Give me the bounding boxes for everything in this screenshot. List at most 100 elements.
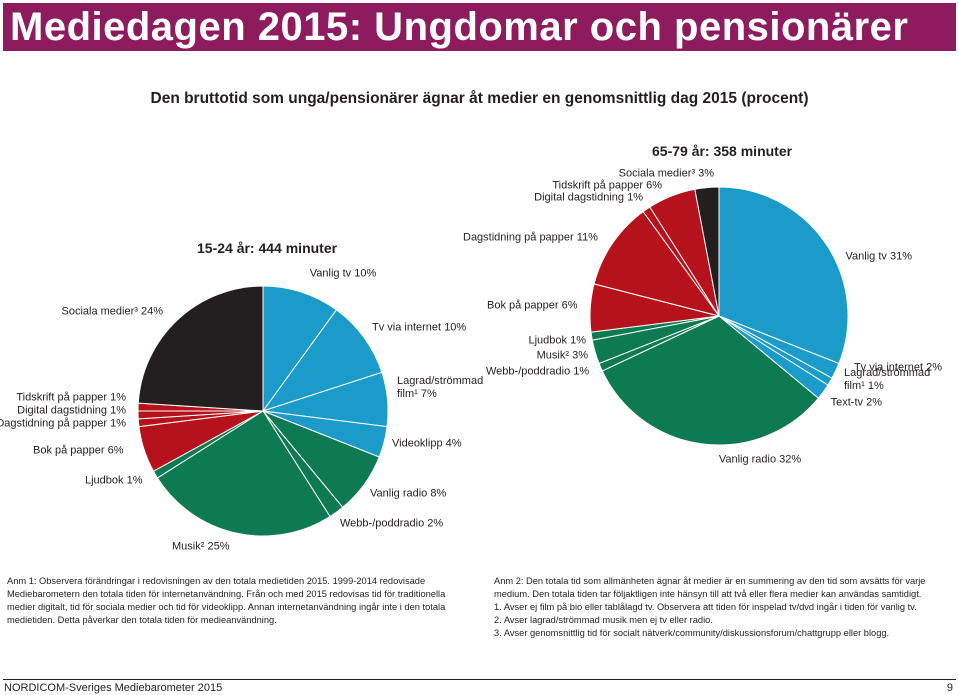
- slice-label: Vanlig radio 32%: [719, 454, 801, 467]
- slice-label: Vanlig tv 31%: [846, 251, 912, 264]
- slice-value: 6%: [646, 179, 662, 192]
- pie-slice: [262, 285, 338, 413]
- note-text: 2. Avser lagrad/strömmad musik men ej tv…: [494, 615, 713, 625]
- slice-label: Dagstidning på papper 11%: [463, 232, 598, 245]
- slice-label: Lagrad/strömmad film¹ 1%: [844, 367, 930, 393]
- footer-line: [3, 679, 956, 680]
- slice-category: Dagstidning på papper: [0, 417, 108, 430]
- pie-slice: [601, 315, 820, 446]
- footer-source: NORDICOM-Sveriges Mediebarometer 2015: [4, 682, 223, 694]
- slice-category: Bok på papper: [33, 444, 105, 457]
- slice-label: Sociala medier³ 24%: [61, 306, 163, 319]
- slice-value: 6%: [107, 444, 124, 457]
- slice-category: Digital dagstidning: [534, 191, 625, 204]
- slice-value: 6%: [561, 299, 578, 312]
- slice-value: 3%: [572, 349, 588, 362]
- pie-slice: [694, 186, 720, 317]
- slice-label: Tv via internet 2%: [854, 362, 942, 375]
- slice-category: Tv via internet: [372, 321, 442, 334]
- slice-value: 32%: [779, 453, 802, 466]
- slice-category: Musik²: [536, 349, 570, 362]
- slice-value: 10%: [444, 321, 467, 334]
- slice-category: Tidskrift på papper: [16, 391, 108, 404]
- pie-slice: [718, 186, 849, 365]
- slice-value: 24%: [140, 305, 163, 318]
- slice-category: Vanlig radio: [718, 453, 777, 466]
- slice-label: Vanlig tv 10%: [310, 268, 376, 281]
- slice-value: 1%: [110, 417, 126, 430]
- slice-value: 4%: [445, 437, 462, 450]
- slice-category: Vanlig tv: [309, 267, 352, 280]
- note-text: Anm 1: Observera förändringar i redovisn…: [7, 576, 446, 625]
- slice-label: Tidskrift på papper 6%: [552, 180, 662, 193]
- note-text: Anm 2: Den totala tid som allmänheten äg…: [494, 576, 926, 599]
- slice-value: 2%: [926, 361, 942, 374]
- slice-category: Lagrad/strömmad film¹: [397, 375, 484, 400]
- slice-value: 10%: [354, 267, 377, 280]
- slice-label: Tidskrift på papper 1%: [16, 392, 126, 405]
- slice-category: Webb-/poddradio: [340, 517, 425, 530]
- slice-category: Digital dagstidning: [17, 404, 108, 417]
- slice-label: Ljudbok 1%: [528, 335, 586, 348]
- note-text: 3. Avser genomsnittlig tid för socialt n…: [494, 628, 890, 638]
- slice-label: Webb-/poddradio 2%: [340, 518, 443, 531]
- pie-title: 15-24 år: 444 minuter: [197, 240, 338, 256]
- slice-value: 3%: [698, 167, 714, 180]
- slice-label: Videoklipp 4%: [392, 438, 462, 451]
- pie-slice: [261, 309, 383, 412]
- slice-value: 1%: [627, 191, 643, 204]
- slice-category: Ljudbok: [528, 334, 568, 347]
- note-right: Anm 2: Den totala tid som allmänheten äg…: [494, 575, 934, 640]
- slice-value: 1%: [573, 365, 590, 378]
- slice-label: Sociala medier³ 3%: [619, 168, 714, 181]
- slice-category: Tidskrift på papper: [552, 179, 644, 192]
- slice-value: 1%: [126, 474, 143, 487]
- slice-category: Webb-/poddradio: [486, 365, 571, 378]
- pie-slice: [156, 410, 331, 537]
- note-text: 1. Avser ej film på bio eller tablålagd …: [494, 602, 917, 612]
- page-title: Mediedagen 2015: Ungdomar och pensionäre…: [10, 5, 909, 49]
- page-number: 9: [946, 682, 953, 694]
- slice-category: Sociala medier³: [61, 305, 138, 318]
- slice-category: Sociala medier³: [618, 167, 696, 180]
- slice-value: 1%: [570, 334, 586, 347]
- slice-label: Tv via internet 10%: [372, 322, 466, 335]
- slice-value: 2%: [866, 396, 882, 409]
- slice-value: 8%: [430, 487, 447, 500]
- slice-label: Digital dagstidning 1%: [17, 405, 126, 418]
- pie-slice: [137, 285, 264, 412]
- slice-category: Vanlig radio: [370, 487, 428, 500]
- slice-value: 11%: [576, 231, 598, 244]
- pie-title: 65-79 år: 358 minuter: [652, 143, 793, 159]
- slice-value: 31%: [889, 250, 912, 263]
- note-left: Anm 1: Observera förändringar i redovisn…: [7, 575, 469, 627]
- slice-label: Webb-/poddradio 1%: [486, 366, 589, 379]
- slice-category: Lagrad/strömmad film¹: [844, 367, 931, 392]
- slice-value: 1%: [867, 380, 884, 392]
- slice-value: 2%: [427, 517, 444, 530]
- slice-category: Videoklipp: [392, 437, 443, 450]
- slice-category: Musik²: [172, 540, 205, 553]
- slice-label: Text-tv 2%: [831, 397, 882, 410]
- slice-category: Dagstidning på papper: [463, 231, 574, 244]
- slice-label: Digital dagstidning 1%: [534, 192, 643, 205]
- slice-label: Dagstidning på papper 1%: [0, 418, 126, 431]
- slice-label: Bok på papper 6%: [487, 300, 578, 313]
- slice-category: Tv via internet: [853, 361, 924, 374]
- slice-category: Text-tv: [830, 396, 864, 409]
- slice-label: Bok på papper 6%: [33, 445, 124, 458]
- slice-label: Lagrad/strömmad film¹ 7%: [397, 375, 487, 401]
- slice-label: Musik² 25%: [172, 541, 229, 554]
- slice-category: Bok på papper: [487, 299, 559, 312]
- subtitle: Den bruttotid som unga/pensionärer ägnar…: [150, 90, 809, 107]
- header-bar: [3, 3, 956, 51]
- slice-category: Vanlig tv: [845, 250, 887, 263]
- slice-category: Ljudbok: [85, 474, 124, 487]
- slice-label: Ljudbok 1%: [85, 475, 143, 488]
- slice-value: 1%: [110, 391, 126, 404]
- pie-slice: [593, 210, 721, 317]
- slice-label: Vanlig radio 8%: [370, 488, 446, 501]
- slice-value: 7%: [420, 388, 437, 400]
